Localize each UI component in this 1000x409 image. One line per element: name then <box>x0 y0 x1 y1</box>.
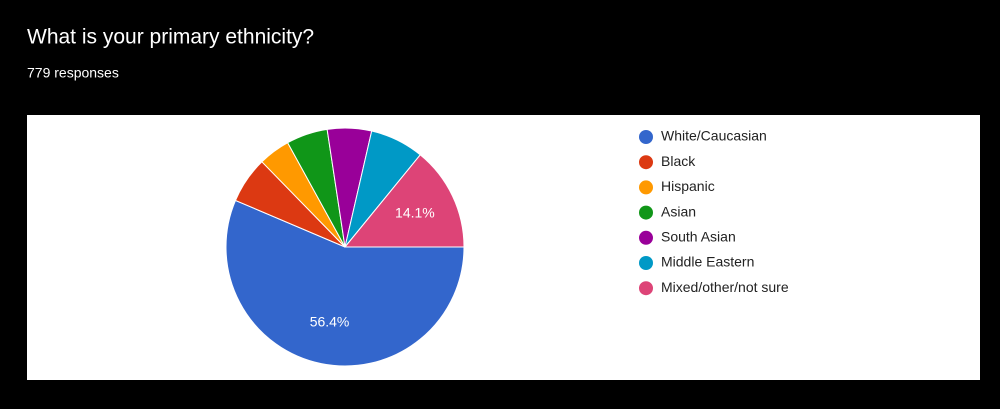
legend-marker <box>639 230 653 245</box>
legend-label: Hispanic <box>661 178 715 194</box>
chart-panel <box>27 115 980 380</box>
chart-subtitle: 779 responses <box>27 65 119 81</box>
slice-label: 56.4% <box>310 313 350 329</box>
legend-label: Middle Eastern <box>661 254 754 270</box>
chart-title: What is your primary ethnicity? <box>27 26 314 49</box>
legend-label: Black <box>661 153 696 169</box>
pie-slice <box>225 199 465 367</box>
slice-label: 14.1% <box>395 205 435 221</box>
legend-label: White/Caucasian <box>661 128 767 144</box>
legend-marker <box>639 205 653 220</box>
legend-label: Mixed/other/not sure <box>661 279 789 295</box>
legend-marker <box>639 180 653 195</box>
legend-marker <box>639 281 653 296</box>
legend-label: Asian <box>661 203 696 219</box>
legend-label: South Asian <box>661 229 736 245</box>
pie-slice <box>343 154 465 248</box>
legend-marker <box>639 256 653 270</box>
legend-marker <box>639 130 653 144</box>
legend-marker <box>639 155 653 170</box>
